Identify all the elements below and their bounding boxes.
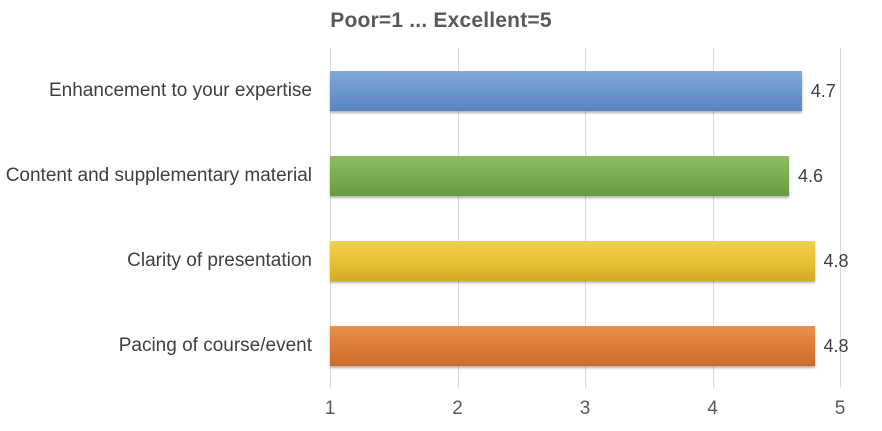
bar: [330, 240, 815, 281]
plot-area: [330, 48, 841, 388]
chart-title: Poor=1 ... Excellent=5: [330, 9, 552, 32]
gridline: [330, 48, 331, 388]
x-axis-tick-label: 5: [834, 398, 846, 419]
gridline: [712, 48, 714, 388]
gridline: [585, 48, 586, 388]
x-axis-tick-label: 4: [707, 398, 718, 419]
bar-value-label: 4.6: [798, 165, 824, 186]
x-axis-tick-label: 1: [324, 398, 336, 419]
category-label: Enhancement to your expertise: [49, 79, 312, 101]
bar: [330, 325, 815, 366]
bar: [330, 155, 789, 196]
x-axis-tick-label: 3: [579, 398, 591, 419]
gridline: [457, 48, 459, 388]
category-label: Clarity of presentation: [127, 249, 312, 271]
category-label: Pacing of course/event: [118, 334, 312, 356]
bar-value-label: 4.7: [810, 80, 836, 101]
bar-value-label: 4.8: [823, 335, 849, 356]
gridline: [840, 48, 841, 388]
bar: [330, 70, 802, 111]
x-axis-tick-label: 2: [452, 398, 463, 419]
category-label: Content and supplementary material: [5, 164, 312, 186]
bar-value-label: 4.8: [823, 250, 849, 271]
